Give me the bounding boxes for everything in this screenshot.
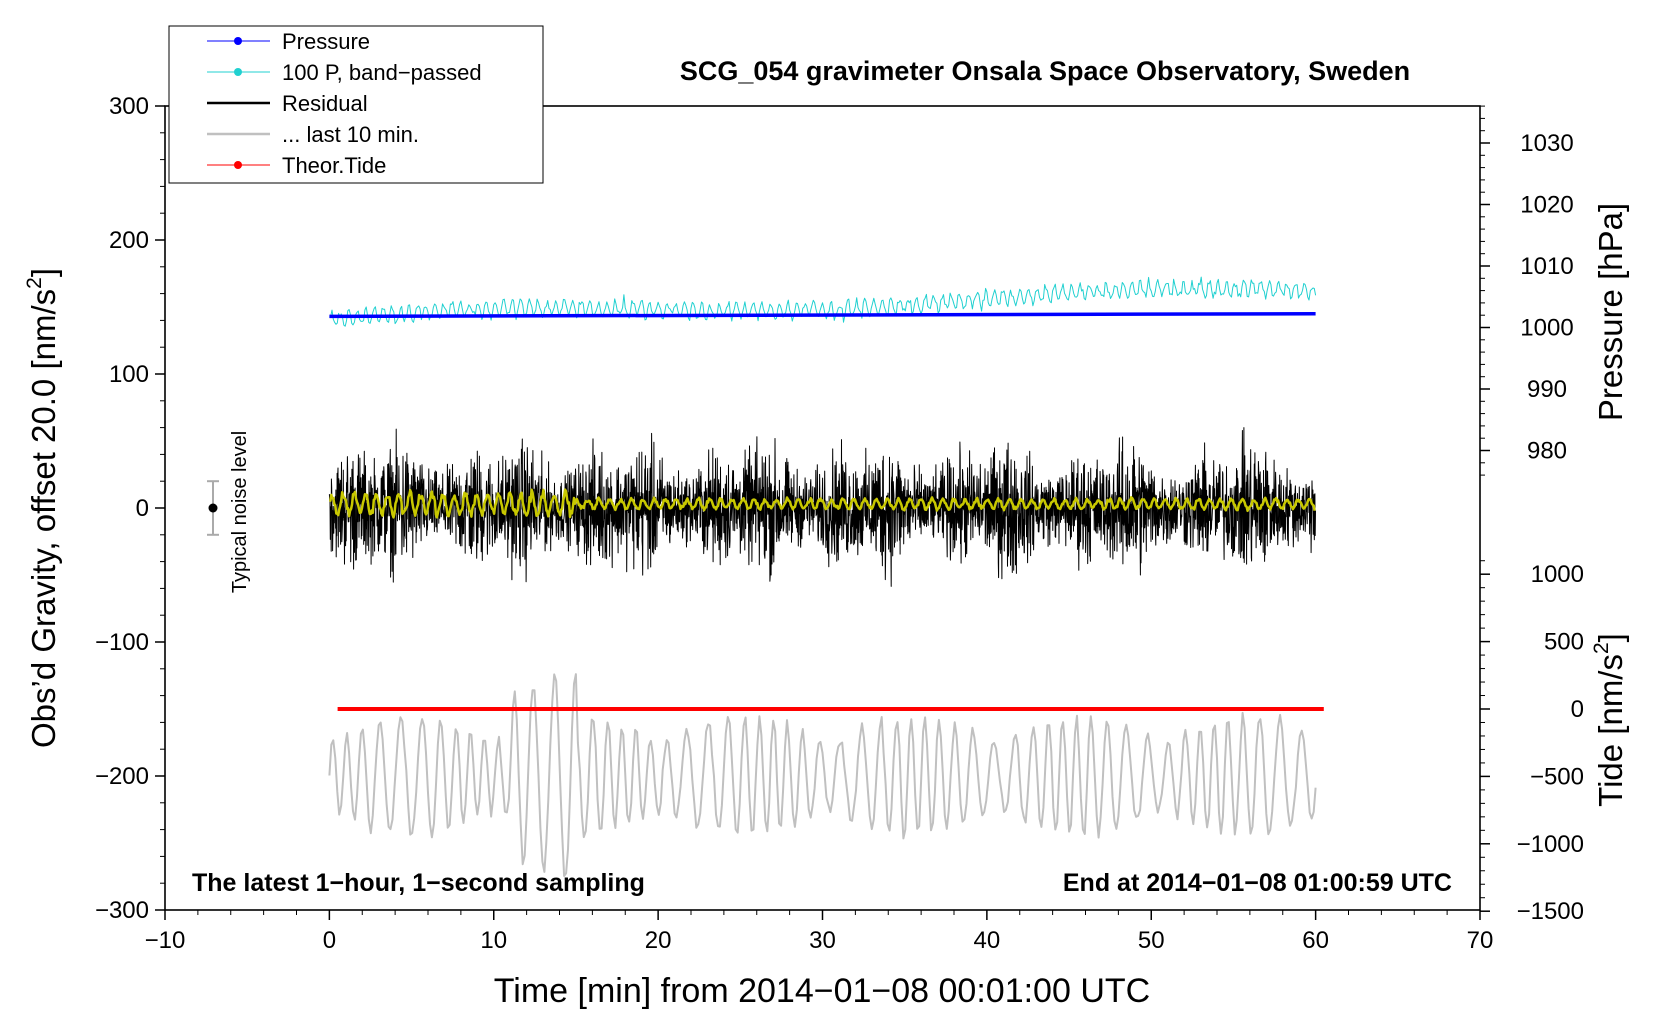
noise-level-indicator: Typical noise level <box>207 431 251 593</box>
y-axis-label-tide-end: ] <box>1592 633 1629 642</box>
legend-label: 100 P, band−passed <box>282 60 482 85</box>
y-tide-tick-label: 1000 <box>1531 561 1584 588</box>
y-pressure-tick-label: 1020 <box>1520 192 1573 219</box>
series-pressure <box>329 311 1316 319</box>
y-left-tick-label: 100 <box>109 361 149 388</box>
legend-marker <box>234 161 242 169</box>
x-axis-label: Time [min] from 2014−01−08 00:01:00 UTC <box>494 972 1150 1010</box>
y-left-tick-label: −300 <box>95 897 149 924</box>
legend-label: Residual <box>282 91 368 116</box>
y-axis-label-left-end: ] <box>25 268 62 277</box>
y-pressure-tick-label: 1010 <box>1520 253 1573 280</box>
annotation-sampling: The latest 1−hour, 1−second sampling <box>192 869 645 897</box>
x-tick-label: 0 <box>323 927 336 954</box>
y-pressure-tick-label: 990 <box>1527 376 1567 403</box>
series-last-10-min <box>328 673 1317 877</box>
y-left-tick-label: −200 <box>95 763 149 790</box>
axes-layer: −10 0 10 20 30 40 50 60 70−300−200−1000100200300… <box>95 93 1584 954</box>
annotation-end-time: End at 2014−01−08 01:00:59 UTC <box>1063 869 1452 897</box>
y-axis-label-left-main: Obs’d Gravity, offset 20.0 [nm/s <box>25 289 62 748</box>
x-tick-label: 30 <box>809 927 836 954</box>
chart-title: SCG_054 gravimeter Onsala Space Observat… <box>680 56 1410 86</box>
y-pressure-tick-label: 980 <box>1527 438 1567 465</box>
legend-marker <box>234 37 242 45</box>
y-tide-tick-label: −500 <box>1530 763 1584 790</box>
noise-level-dot <box>208 503 218 513</box>
y-pressure-tick-label: 1030 <box>1520 130 1573 157</box>
y-tide-tick-label: 0 <box>1571 696 1584 723</box>
series-residual-filtered <box>328 488 1316 519</box>
y-left-tick-label: 200 <box>109 227 149 254</box>
legend-box <box>168 25 544 184</box>
y-axis-label-left-sup: 2 <box>23 277 46 289</box>
x-tick-label: 10 <box>480 927 507 954</box>
series-residual <box>328 427 1316 587</box>
y-tide-tick-label: −1000 <box>1517 831 1584 858</box>
x-tick-label: 20 <box>645 927 672 954</box>
series-bandpassed-pressure <box>329 276 1317 327</box>
legend-label: ... last 10 min. <box>282 122 419 147</box>
legend-label: Pressure <box>282 29 370 54</box>
x-tick-label: 60 <box>1302 927 1329 954</box>
y-axis-label-tide-main: Tide [nm/s <box>1592 654 1629 807</box>
y-left-tick-label: 0 <box>136 495 149 522</box>
y-axis-label-tide: Tide [nm/s2] <box>1590 633 1629 807</box>
noise-level-label: Typical noise level <box>229 431 251 593</box>
y-axis-label-pressure: Pressure [hPa] <box>1592 203 1629 421</box>
series-layer <box>328 276 1324 877</box>
legend: Pressure 100 P, band−passed Residual ... la… <box>168 25 544 184</box>
x-tick-label: 50 <box>1138 927 1165 954</box>
legend-label: Theor.Tide <box>282 153 386 178</box>
y-left-tick-label: 300 <box>109 93 149 120</box>
y-tide-tick-label: 500 <box>1544 629 1584 656</box>
y-axis-label-left: Obs’d Gravity, offset 20.0 [nm/s2] <box>23 268 62 748</box>
x-tick-label: −10 <box>145 927 186 954</box>
y-axis-label-tide-sup: 2 <box>1590 642 1613 654</box>
legend-marker <box>234 68 242 76</box>
y-left-tick-label: −100 <box>95 629 149 656</box>
legend-items: Pressure 100 P, band−passed Residual ... la… <box>207 29 482 178</box>
x-tick-label: 40 <box>974 927 1001 954</box>
y-pressure-tick-label: 1000 <box>1520 315 1573 342</box>
x-tick-label: 70 <box>1467 927 1494 954</box>
y-tide-tick-label: −1500 <box>1517 898 1584 925</box>
